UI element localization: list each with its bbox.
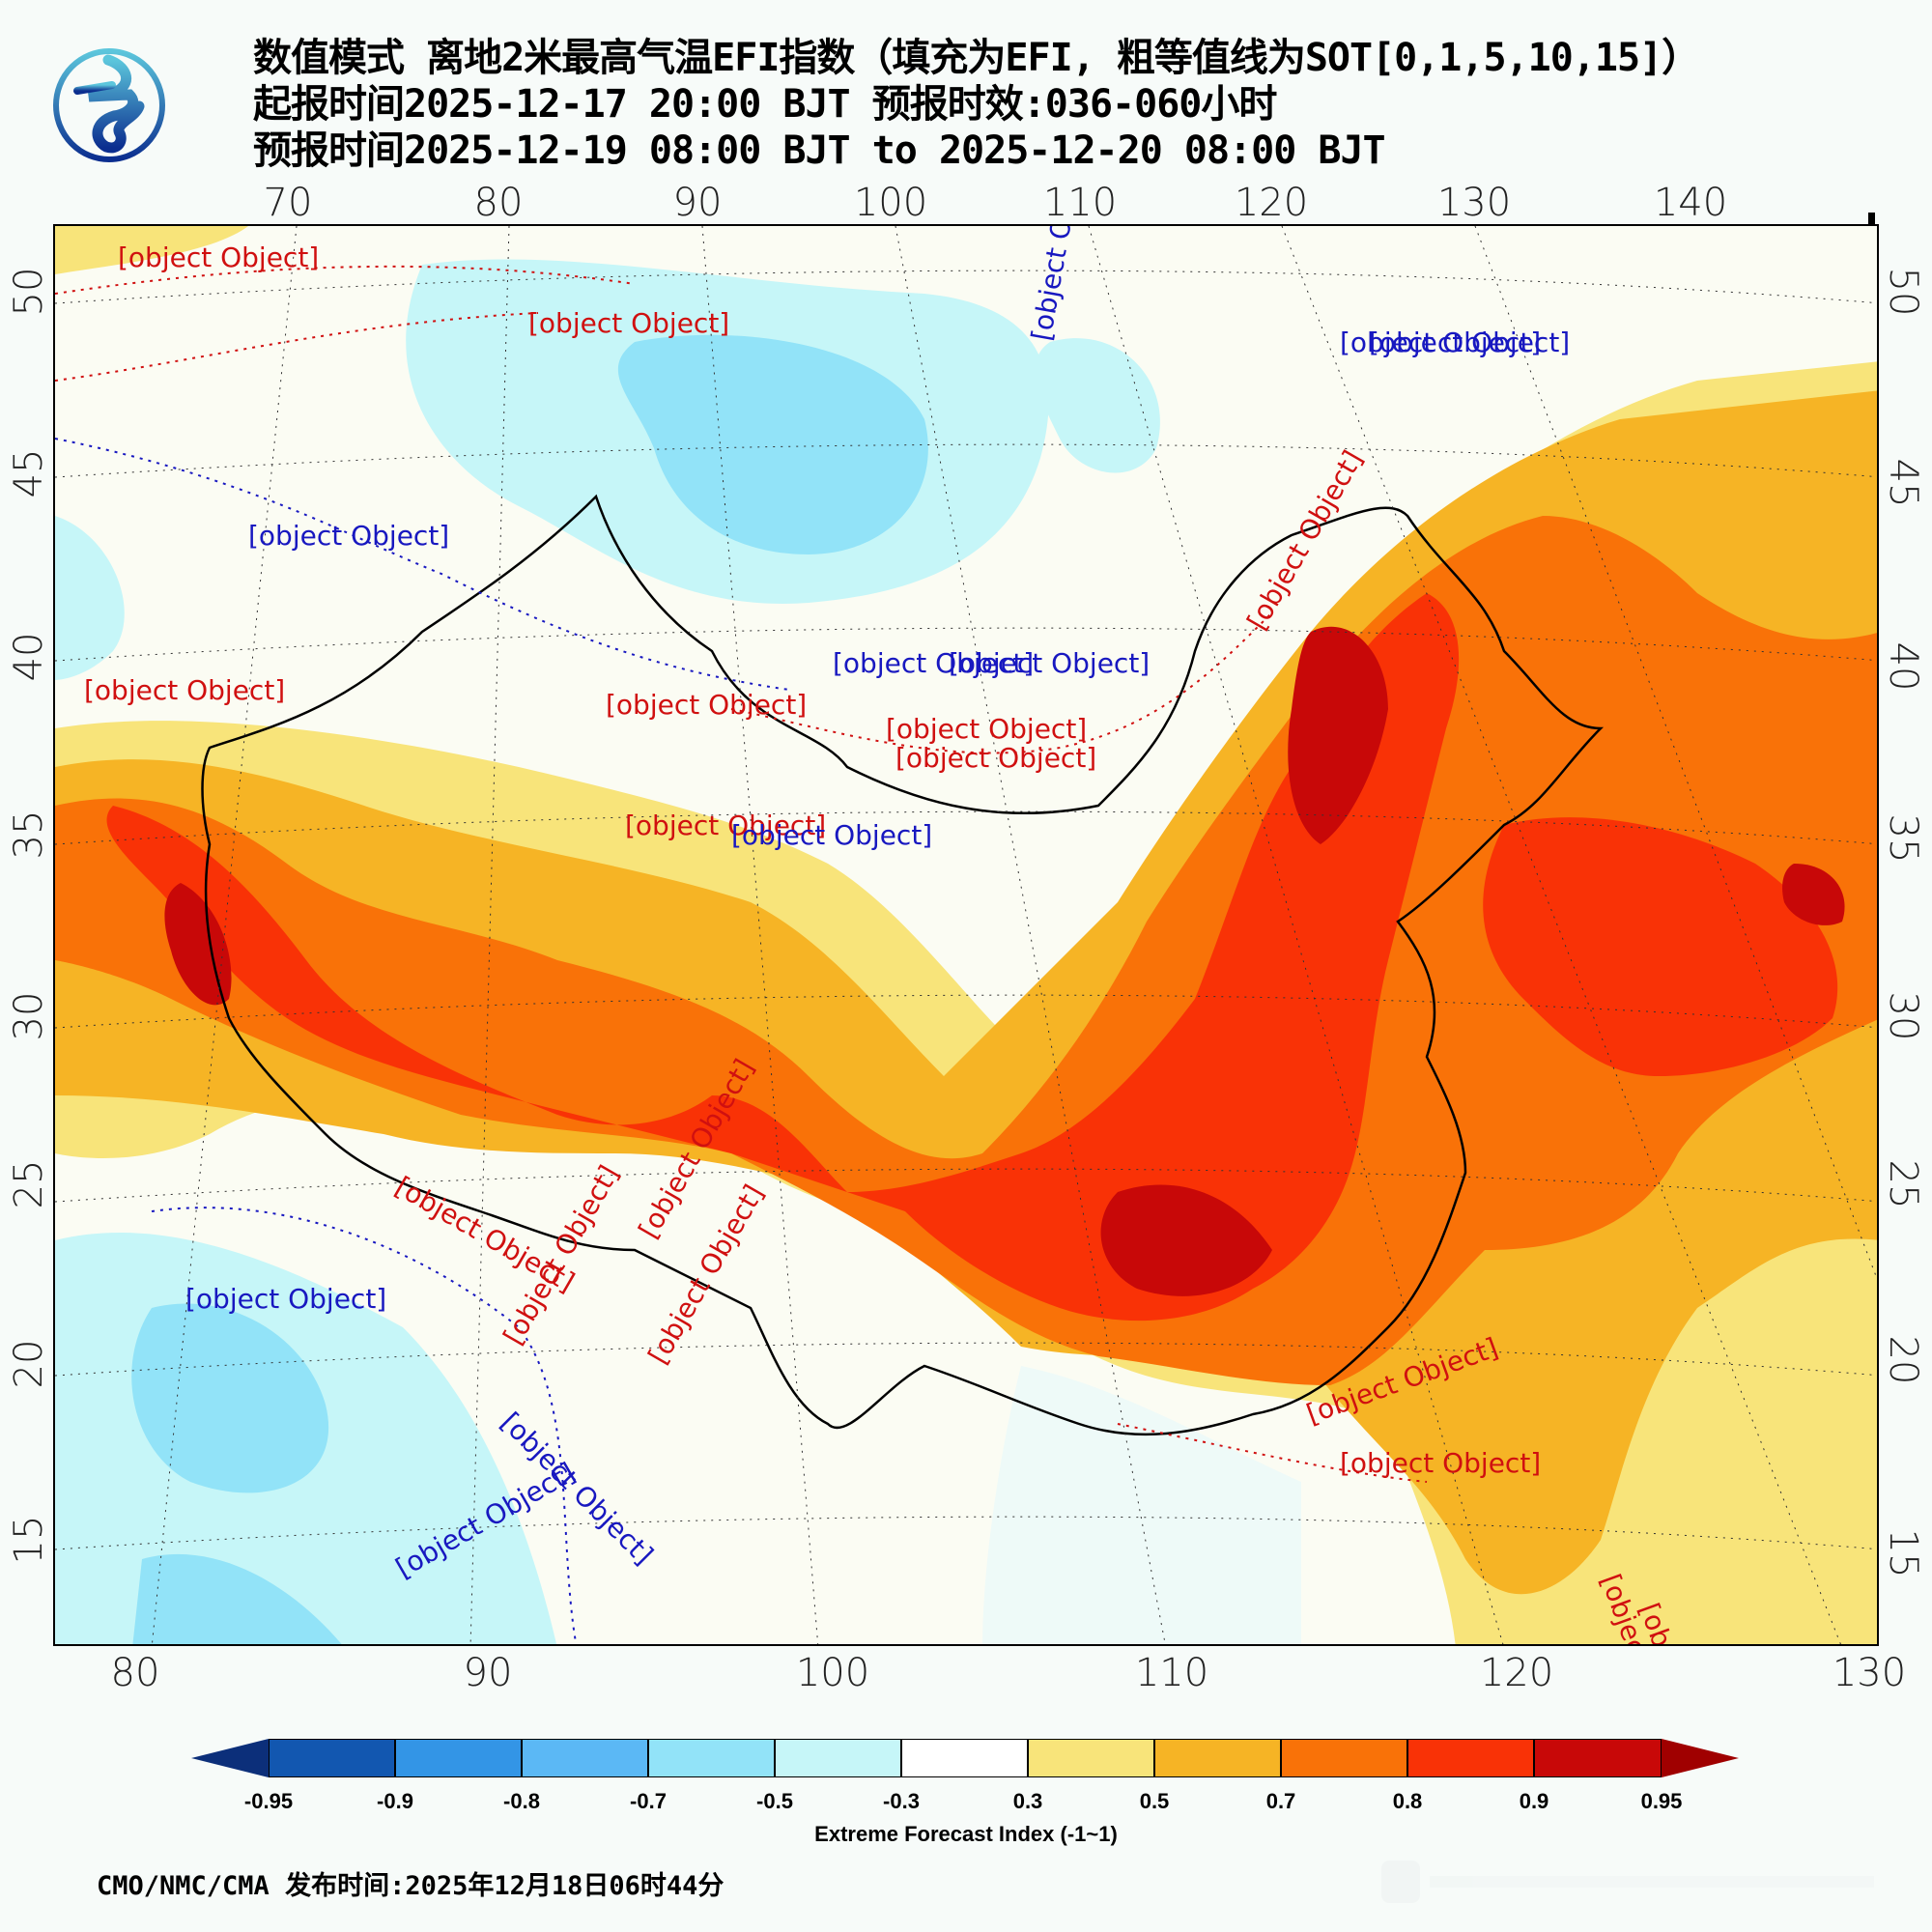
efi-field-svg: [object Object] [object Object] [object … (55, 226, 1877, 1644)
right-axis-label: 40 (1881, 641, 1925, 692)
contour-label: [object Object] (949, 647, 1150, 679)
colorbar-tick: -0.95 (243, 1789, 294, 1813)
bottom-axis-label: 90 (463, 1651, 513, 1695)
bottom-axis-label: 120 (1479, 1651, 1554, 1695)
left-axis-label: 30 (7, 991, 51, 1041)
contour-label: [object Object] (118, 242, 319, 273)
contour-label: [object Object] (833, 647, 1034, 679)
right-axis-label: 25 (1881, 1159, 1925, 1209)
contour-label: [object Object] (625, 810, 826, 841)
issuer-footer: CMO/NMC/CMA 发布时间:2025年12月18日06时44分 (97, 1871, 724, 1901)
title-valid-time: 预报时间2025-12-19 08:00 BJT to 2025-12-20 0… (253, 128, 1386, 173)
colorbar-tick: -0.9 (377, 1789, 413, 1813)
contour-label: [object Object] (1369, 327, 1570, 358)
title-product: 数值模式 离地2米最高气温EFI指数（填充为EFI, 粗等值线为SOT[0,1,… (253, 36, 1700, 80)
colorbar-tick: 0.8 (1392, 1789, 1423, 1813)
top-axis-label: 90 (672, 181, 723, 225)
efi-map[interactable]: [object Object] [object Object] [object … (53, 224, 1879, 1646)
contour-label: [object Object] (731, 819, 932, 851)
colorbar-segment (1534, 1739, 1662, 1777)
top-axis-label: 100 (853, 181, 928, 225)
left-axis-label: 50 (7, 267, 51, 317)
colorbar-segment (1154, 1739, 1281, 1777)
colorbar-segment (648, 1739, 775, 1777)
left-axis-label: 15 (7, 1515, 51, 1565)
top-axis-label: 110 (1042, 181, 1118, 225)
contour-label: [object Object] (185, 1283, 386, 1315)
colorbar-segment (395, 1739, 522, 1777)
bottom-axis-label: 110 (1134, 1651, 1209, 1695)
colorbar-tick: 0.95 (1640, 1789, 1683, 1813)
colorbar-title: Extreme Forecast Index (-1~1) (814, 1822, 1118, 1846)
right-axis-label: 20 (1881, 1335, 1925, 1385)
top-axis-label: 80 (473, 181, 524, 225)
contour-label: [object Object] (886, 713, 1087, 745)
colorbar-tick: 0.9 (1519, 1789, 1549, 1813)
contour-label: [object Object] (895, 742, 1096, 774)
top-axis-label: 140 (1653, 181, 1728, 225)
contour-label: [object Object] (1340, 1447, 1541, 1479)
chart-title: 数值模式 离地2米最高气温EFI指数（填充为EFI, 粗等值线为SOT[0,1,… (253, 35, 1700, 174)
contour-label: [object Object] (84, 674, 285, 706)
colorbar-tick: -0.5 (756, 1789, 793, 1813)
right-axis-label: 50 (1881, 267, 1925, 317)
left-axis-label: 40 (7, 632, 51, 682)
contour-label: [object Object] (528, 307, 729, 339)
colorbar-tick: -0.8 (503, 1789, 540, 1813)
colorbar-arrows (191, 1739, 1739, 1777)
colorbar-segment (1028, 1739, 1154, 1777)
bottom-axis-label: 100 (795, 1651, 870, 1695)
colorbar-segment (522, 1739, 648, 1777)
colorbar-segment (901, 1739, 1028, 1777)
contour-label: [object Object] (1340, 327, 1541, 358)
left-axis-label: 45 (7, 448, 51, 498)
top-axis-label: 70 (263, 181, 313, 225)
contour-label: [object Object] (606, 689, 807, 721)
bottom-axis-label: 130 (1832, 1651, 1907, 1695)
left-axis-label: 35 (7, 810, 51, 860)
cma-logo-icon (53, 48, 165, 162)
colorbar-tick: -0.7 (630, 1789, 667, 1813)
colorbar-segment (1407, 1739, 1534, 1777)
colorbar-segment (775, 1739, 901, 1777)
top-axis-label: 130 (1436, 181, 1512, 225)
right-axis-label: 15 (1881, 1528, 1925, 1578)
colorbar-tick: 0.7 (1265, 1789, 1296, 1813)
left-axis-label: 25 (7, 1159, 51, 1209)
left-axis-label: 20 (7, 1339, 51, 1389)
title-init-time: 起报时间2025-12-17 20:00 BJT 预报时效:036-060小时 (253, 82, 1277, 127)
colorbar-tick: -0.3 (883, 1789, 920, 1813)
watermark (1362, 1853, 1922, 1911)
right-axis-label: 35 (1881, 813, 1925, 864)
right-axis-label: 30 (1881, 991, 1925, 1041)
colorbar-segment (1281, 1739, 1407, 1777)
right-axis-label: 45 (1881, 458, 1925, 508)
bottom-axis-label: 80 (110, 1651, 160, 1695)
top-axis-label: 120 (1234, 181, 1309, 225)
contour-label: [object Object] (248, 520, 449, 552)
colorbar-tick: 0.5 (1139, 1789, 1170, 1813)
colorbar-tick: 0.3 (1012, 1789, 1043, 1813)
colorbar-segment (269, 1739, 395, 1777)
